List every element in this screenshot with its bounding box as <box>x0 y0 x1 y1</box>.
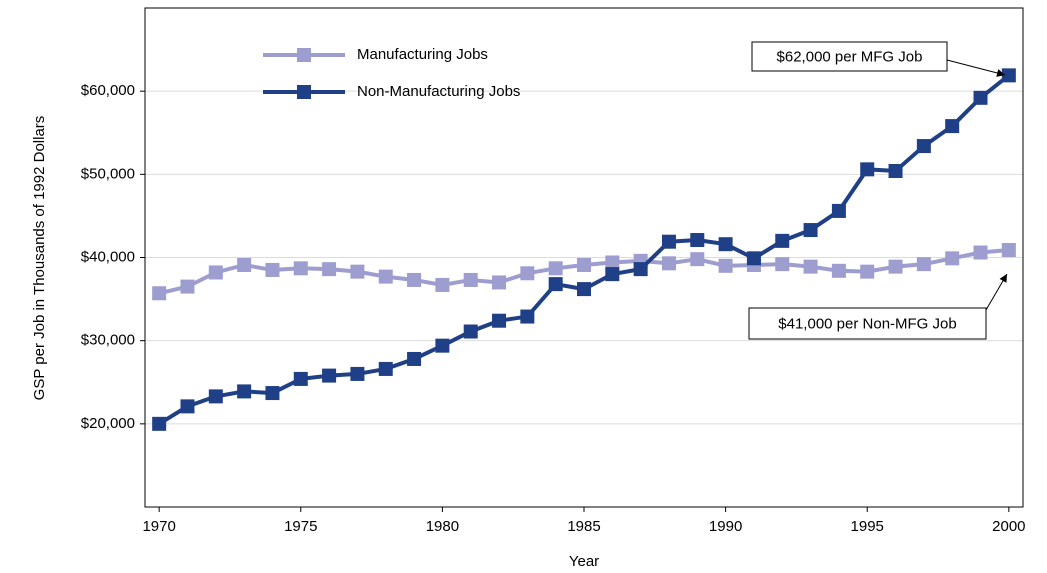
x-axis-label: Year <box>569 553 599 570</box>
marker <box>916 257 931 272</box>
x-tick-label: 1990 <box>709 518 742 535</box>
marker <box>661 234 676 249</box>
marker <box>463 272 478 287</box>
marker <box>492 275 507 290</box>
marker <box>350 264 365 279</box>
marker <box>378 269 393 284</box>
marker <box>690 233 705 248</box>
marker <box>888 259 903 274</box>
y-tick-label: $40,000 <box>81 248 135 265</box>
x-tick-label: 2000 <box>992 518 1025 535</box>
marker <box>492 313 507 328</box>
marker <box>577 257 591 272</box>
marker <box>407 351 422 366</box>
legend-label: Non-Manufacturing Jobs <box>357 83 520 100</box>
marker <box>831 263 846 278</box>
x-tick-label: 1985 <box>567 518 600 535</box>
annotation: $62,000 per MFG Job <box>777 48 923 65</box>
marker <box>1001 68 1016 83</box>
marker <box>973 245 988 260</box>
x-tick-label: 1975 <box>284 518 317 535</box>
marker <box>775 233 790 248</box>
y-tick-label: $20,000 <box>81 415 135 432</box>
marker <box>916 139 931 154</box>
marker <box>803 223 818 238</box>
annotation-arrow <box>946 59 1006 77</box>
marker <box>548 261 563 276</box>
marker <box>435 277 450 292</box>
marker <box>577 282 591 297</box>
marker <box>633 262 648 277</box>
marker <box>237 384 252 399</box>
plot-frame <box>144 7 1024 508</box>
annotation-box <box>748 307 987 340</box>
marker <box>152 286 167 301</box>
marker <box>265 262 280 277</box>
marker <box>945 119 960 134</box>
annotation-box <box>751 41 948 72</box>
y-tick-label: $50,000 <box>81 165 135 182</box>
marker <box>605 255 620 270</box>
marker <box>463 324 478 339</box>
marker <box>690 252 705 267</box>
marker <box>775 257 790 272</box>
marker <box>746 251 761 266</box>
marker <box>208 265 223 280</box>
marker <box>237 257 252 272</box>
marker <box>718 237 733 252</box>
marker <box>322 262 337 277</box>
marker <box>378 361 393 376</box>
y-tick-label: $30,000 <box>81 332 135 349</box>
marker <box>152 416 167 431</box>
marker <box>293 371 308 386</box>
marker <box>548 277 563 292</box>
marker <box>265 386 280 401</box>
marker <box>208 389 223 404</box>
marker <box>803 259 818 274</box>
x-tick-label: 1970 <box>142 518 175 535</box>
x-tick-label: 1995 <box>851 518 884 535</box>
marker <box>180 279 195 294</box>
marker <box>831 203 846 218</box>
legend-marker <box>297 48 311 62</box>
marker <box>435 338 450 353</box>
marker <box>350 366 365 381</box>
marker <box>860 162 875 177</box>
marker <box>520 309 535 324</box>
legend-marker <box>297 85 311 99</box>
annotation: $41,000 per Non-MFG Job <box>778 315 956 332</box>
annotation-arrow <box>985 273 1008 311</box>
marker <box>520 266 535 281</box>
y-axis-label: GSP per Job in Thousands of 1992 Dollars <box>31 116 48 401</box>
series-line <box>158 73 1011 426</box>
marker <box>860 264 875 279</box>
marker <box>1001 243 1016 258</box>
marker <box>180 399 195 414</box>
y-tick-label: $60,000 <box>81 82 135 99</box>
marker <box>945 251 960 266</box>
marker <box>888 164 903 179</box>
legend-label: Manufacturing Jobs <box>357 46 488 63</box>
marker <box>293 261 308 276</box>
marker <box>661 256 676 271</box>
marker <box>322 368 337 383</box>
marker <box>973 90 988 105</box>
x-tick-label: 1980 <box>426 518 459 535</box>
marker <box>407 272 422 287</box>
marker <box>718 258 733 273</box>
marker <box>605 267 620 282</box>
